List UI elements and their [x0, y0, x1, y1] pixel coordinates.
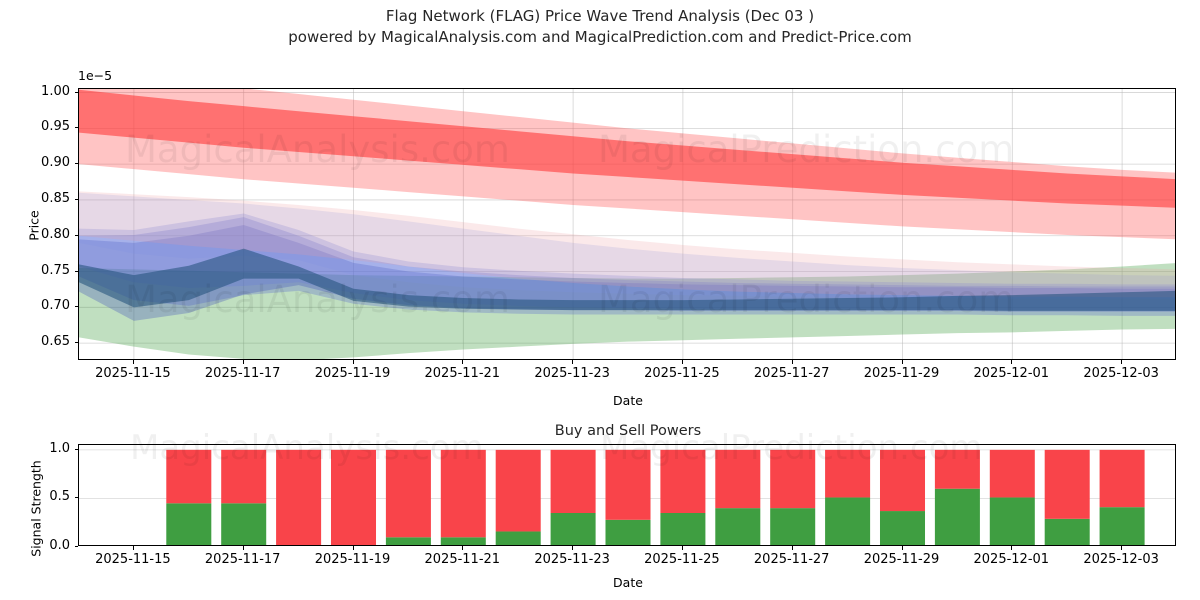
x-tick-mark — [682, 546, 683, 550]
x-tick-mark — [902, 360, 903, 364]
x-tick-mark — [792, 546, 793, 550]
x-tick-mark — [353, 546, 354, 550]
x-tick-label: 2025-11-17 — [188, 366, 298, 381]
y-tick-mark — [75, 342, 79, 343]
y-tick-mark — [75, 449, 79, 450]
x-axis-label-date-top: Date — [578, 393, 678, 408]
x-tick-mark — [682, 360, 683, 364]
buy-sell-bars-svg — [79, 445, 1176, 546]
y-tick-mark — [75, 497, 79, 498]
x-tick-mark — [572, 360, 573, 364]
buy-sell-panel-title: Buy and Sell Powers — [528, 423, 728, 439]
y-tick-label: 0.75 — [16, 263, 70, 278]
x-tick-mark — [792, 360, 793, 364]
chart-page: Flag Network (FLAG) Price Wave Trend Ana… — [0, 0, 1200, 600]
y-tick-mark — [75, 271, 79, 272]
x-tick-label: 2025-12-01 — [956, 552, 1066, 567]
x-tick-mark — [353, 360, 354, 364]
price-plot-area — [78, 88, 1176, 360]
x-tick-mark — [1011, 546, 1012, 550]
y-tick-mark — [75, 92, 79, 93]
y-tick-mark — [75, 199, 79, 200]
x-tick-mark — [902, 546, 903, 550]
x-tick-mark — [572, 546, 573, 550]
x-tick-label: 2025-11-29 — [847, 552, 957, 567]
x-tick-label: 2025-12-01 — [956, 366, 1066, 381]
y-tick-label: 0.85 — [16, 191, 70, 206]
x-tick-label: 2025-11-27 — [737, 366, 847, 381]
price-wave-panel: 1e−5 Price 0.650.700.750.800.850.900.951… — [0, 0, 1200, 410]
x-tick-label: 2025-11-25 — [627, 366, 737, 381]
y-tick-label: 1.00 — [16, 84, 70, 99]
y-tick-mark — [75, 235, 79, 236]
x-tick-mark — [133, 360, 134, 364]
price-bands-svg — [79, 89, 1176, 360]
y-tick-label: 0.70 — [16, 298, 70, 313]
y-tick-label: 1.0 — [20, 441, 70, 456]
x-tick-label: 2025-11-23 — [517, 366, 627, 381]
x-tick-mark — [1121, 360, 1122, 364]
y-tick-label: 0.65 — [16, 334, 70, 349]
y-tick-mark — [75, 546, 79, 547]
y-tick-label: 0.0 — [20, 538, 70, 553]
y-axis-offset-text: 1e−5 — [78, 68, 112, 83]
x-tick-label: 2025-11-27 — [737, 552, 847, 567]
x-tick-label: 2025-11-19 — [298, 552, 408, 567]
x-tick-mark — [462, 360, 463, 364]
x-tick-label: 2025-11-23 — [517, 552, 627, 567]
x-tick-mark — [462, 546, 463, 550]
x-tick-label: 2025-11-15 — [78, 366, 188, 381]
y-tick-label: 0.80 — [16, 227, 70, 242]
x-tick-mark — [133, 546, 134, 550]
x-tick-label: 2025-11-19 — [298, 366, 408, 381]
y-tick-mark — [75, 306, 79, 307]
x-tick-mark — [243, 546, 244, 550]
buy-sell-plot-area — [78, 444, 1176, 546]
x-tick-label: 2025-11-21 — [407, 366, 517, 381]
y-tick-mark — [75, 127, 79, 128]
x-tick-label: 2025-11-17 — [188, 552, 298, 567]
x-tick-mark — [1121, 546, 1122, 550]
y-tick-label: 0.95 — [16, 119, 70, 134]
y-tick-label: 0.5 — [20, 489, 70, 504]
y-tick-mark — [75, 163, 79, 164]
x-tick-label: 2025-11-21 — [407, 552, 517, 567]
buy-sell-powers-panel: Buy and Sell Powers Signal Strength 0.00… — [0, 410, 1200, 600]
x-tick-label: 2025-11-25 — [627, 552, 737, 567]
x-tick-label: 2025-12-03 — [1066, 366, 1176, 381]
y-tick-label: 0.90 — [16, 155, 70, 170]
x-axis-label-date-bottom: Date — [578, 575, 678, 590]
x-tick-label: 2025-11-29 — [847, 366, 957, 381]
x-tick-label: 2025-12-03 — [1066, 552, 1176, 567]
x-tick-mark — [243, 360, 244, 364]
x-tick-label: 2025-11-15 — [78, 552, 188, 567]
x-tick-mark — [1011, 360, 1012, 364]
